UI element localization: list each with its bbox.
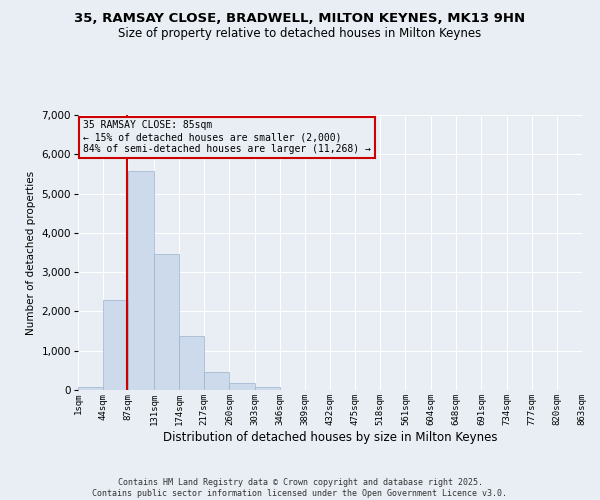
Bar bbox=[229, 384, 254, 390]
Text: Size of property relative to detached houses in Milton Keynes: Size of property relative to detached ho… bbox=[118, 28, 482, 40]
Y-axis label: Number of detached properties: Number of detached properties bbox=[26, 170, 36, 334]
Text: Contains HM Land Registry data © Crown copyright and database right 2025.
Contai: Contains HM Land Registry data © Crown c… bbox=[92, 478, 508, 498]
X-axis label: Distribution of detached houses by size in Milton Keynes: Distribution of detached houses by size … bbox=[163, 430, 497, 444]
Bar bbox=[154, 254, 179, 390]
Bar bbox=[78, 387, 103, 390]
Text: 35, RAMSAY CLOSE, BRADWELL, MILTON KEYNES, MK13 9HN: 35, RAMSAY CLOSE, BRADWELL, MILTON KEYNE… bbox=[74, 12, 526, 26]
Bar bbox=[179, 336, 204, 390]
Bar bbox=[254, 387, 280, 390]
Bar bbox=[103, 300, 128, 390]
Bar bbox=[204, 372, 229, 390]
Text: 35 RAMSAY CLOSE: 85sqm
← 15% of detached houses are smaller (2,000)
84% of semi-: 35 RAMSAY CLOSE: 85sqm ← 15% of detached… bbox=[83, 120, 371, 154]
Bar bbox=[128, 171, 154, 390]
